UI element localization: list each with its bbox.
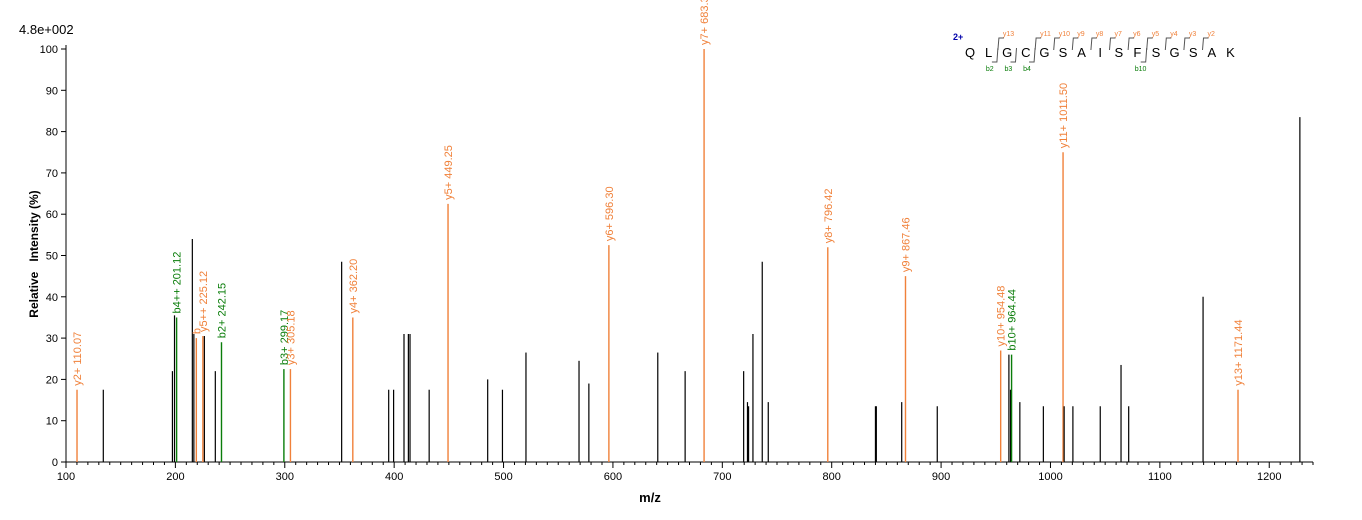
y-fragment-label: y11 [1040, 31, 1051, 38]
x-tick-label: 200 [166, 471, 184, 483]
y-tick-label: 20 [46, 374, 58, 386]
y-fragment-label: y7 [1115, 31, 1123, 38]
y-tick-label: 70 [46, 168, 58, 180]
x-tick-label: 1000 [1038, 471, 1062, 483]
y-fragment-marker [1053, 37, 1060, 51]
b-fragment-marker [991, 47, 999, 63]
sequence-residue: S [1189, 45, 1198, 60]
peak-label: y6+ 596.30 [604, 186, 616, 241]
x-tick-label: 100 [57, 471, 75, 483]
b-fragment-label: b2 [986, 66, 994, 73]
sequence-residue: A [1077, 45, 1086, 60]
sequence-residue: G [1039, 45, 1049, 60]
y-tick-label: 30 [46, 333, 58, 345]
sequence-residue: L [985, 45, 992, 60]
x-tick-label: 300 [276, 471, 294, 483]
y-fragment-label: y9 [1077, 31, 1085, 38]
x-tick-label: 400 [385, 471, 403, 483]
y-fragment-label: y2 [1208, 31, 1216, 38]
peak-label: y5++ 225.12 [198, 271, 210, 332]
y-fragment-label: y4 [1170, 31, 1178, 38]
peak-label: b4++ 201.12 [172, 252, 184, 314]
x-axis-label: m/z [639, 490, 661, 505]
y-tick-label: 50 [46, 251, 58, 263]
x-tick-label: 700 [713, 471, 731, 483]
peak-label: y13+ 1171.44 [1233, 320, 1245, 386]
y-tick-label: 100 [40, 44, 58, 56]
y-fragment-label: y10 [1059, 31, 1070, 38]
y-fragment-marker [1109, 37, 1116, 51]
peak-label: b [191, 328, 203, 334]
sequence-residue: A [1207, 45, 1216, 60]
b-fragment-marker [1010, 47, 1017, 63]
peak-label: y8+ 796.42 [823, 188, 835, 243]
sequence-residue: S [1152, 45, 1161, 60]
y-fragment-label: y3 [1189, 31, 1197, 38]
sequence-residue: G [1170, 45, 1180, 60]
y-fragment-marker [1146, 37, 1153, 51]
peak-label: b3+ 299.17 [279, 310, 291, 365]
sequence-residue: Q [965, 45, 975, 60]
y-fragment-marker [1202, 37, 1209, 51]
y-tick-label: 90 [46, 85, 58, 97]
b-fragment-label: b3 [1005, 66, 1013, 73]
b-fragment-label: b10 [1135, 66, 1147, 73]
y-tick-label: 40 [46, 292, 58, 304]
peak-label: y3+ 305.18 [285, 310, 297, 365]
peak-label: y5+ 449.25 [443, 145, 455, 200]
x-tick-label: 500 [494, 471, 512, 483]
peak-label: y4+ 362.20 [348, 259, 360, 314]
x-tick-label: 1100 [1148, 471, 1172, 483]
y-fragment-label: y13 [1003, 31, 1014, 38]
sequence-residue: K [1226, 45, 1235, 60]
y-fragment-marker [1071, 37, 1079, 51]
y-fragment-label: y8 [1096, 31, 1104, 38]
y-tick-label: 10 [46, 416, 58, 428]
y-fragment-label: y6 [1133, 31, 1141, 38]
peak-label: b10+ 964.44 [1007, 289, 1019, 350]
x-tick-label: 800 [823, 471, 841, 483]
y-fragment-marker [1164, 37, 1172, 51]
y-fragment-marker [1034, 37, 1042, 51]
y-fragment-marker [1183, 37, 1190, 51]
y-fragment-label: y5 [1152, 31, 1160, 38]
y-fragment-marker [1127, 37, 1135, 51]
peak-label: y11+ 1011.50 [1058, 83, 1070, 148]
y-fragment-marker [1090, 37, 1097, 51]
x-tick-label: 900 [932, 471, 950, 483]
sequence-residue: C [1021, 45, 1030, 60]
sequence-residue: F [1133, 45, 1141, 60]
y-tick-label: 0 [52, 457, 58, 469]
x-tick-label: 600 [604, 471, 622, 483]
sequence-residue: S [1059, 45, 1068, 60]
sequence-residue: G [1002, 45, 1012, 60]
y-fragment-marker [997, 37, 1004, 51]
charge-state-label: 2+ [953, 32, 963, 42]
peak-label: y7+ 683.33 [699, 0, 711, 45]
x-tick-label: 1200 [1257, 471, 1281, 483]
intensity-scale-label: 4.8e+002 [19, 22, 74, 37]
peak-label: y10+ 954.48 [996, 286, 1008, 347]
y-tick-label: 80 [46, 127, 58, 139]
peak-label: b2+ 242.15 [216, 283, 228, 338]
peak-label: y2+ 110.07 [72, 332, 84, 386]
b-fragment-marker [1140, 47, 1148, 63]
y-tick-label: 60 [46, 209, 58, 221]
b-fragment-marker [1029, 47, 1036, 63]
sequence-residue: I [1098, 45, 1102, 60]
peak-label: y9+ 867.46 [900, 217, 912, 272]
sequence-residue: S [1114, 45, 1123, 60]
b-fragment-label: b4 [1023, 66, 1031, 73]
